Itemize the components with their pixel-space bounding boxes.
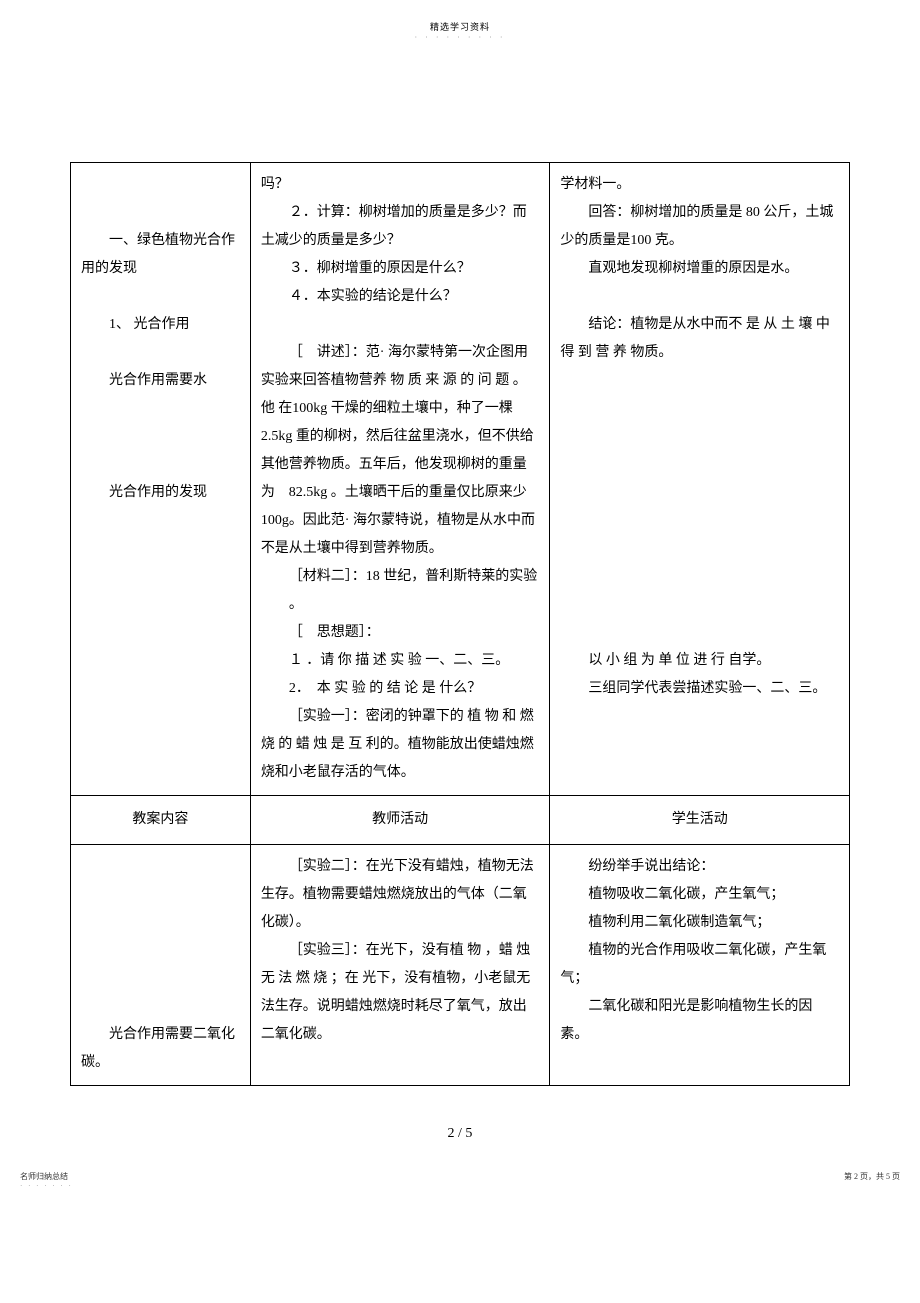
outline-item: 光合作用需要二氧化碳。 [81,1021,240,1077]
header-dots: · · · · · · · · · [0,33,920,42]
outline-item: 光合作用需要水 [81,367,240,395]
header-cell-student: 学生活动 [550,796,850,845]
text-line: 2． 本 实 验 的 结 论 是 什么？ [261,675,540,703]
text-line: 以 小 组 为 单 位 进 行 自学。 [560,647,839,675]
header-cell-outline: 教案内容 [71,796,251,845]
text-line: ［ 思想题］： [261,619,540,647]
text-line: １ ．请 你 描 述 实 验 一、二、三。 [261,647,540,675]
page-number: 2 / 5 [0,1126,920,1142]
text-line: 回答：柳树增加的质量是 80 公斤，土城少的质量是100 克。 [560,199,839,255]
text-line: 。 [261,591,540,619]
text-line: ［实验二］：在光下没有蜡烛，植物无法生存。植物需要蜡烛燃烧放出的气体（二氧化碳）… [261,853,540,937]
cell-student-activity: 学材料一。 回答：柳树增加的质量是 80 公斤，土城少的质量是100 克。 直观… [550,163,850,796]
text-line: 直观地发现柳树增重的原因是水。 [560,255,839,283]
table-row: 一、绿色植物光合作用的发现 1、 光合作用 光合作用需要水 光合作用的发现 吗？… [71,163,850,796]
cell-student-activity: 纷纷举手说出结论： 植物吸收二氧化碳，产生氧气； 植物利用二氧化碳制造氧气； 植… [550,845,850,1086]
text-line: 植物利用二氧化碳制造氧气； [560,909,839,937]
cell-outline: 一、绿色植物光合作用的发现 1、 光合作用 光合作用需要水 光合作用的发现 [71,163,251,796]
text-line: ３．柳树增重的原因是什么？ [261,255,540,283]
cell-outline: 光合作用需要二氧化碳。 [71,845,251,1086]
text-line: 二氧化碳和阳光是影响植物生长的因素。 [560,993,839,1049]
text-line: 三组同学代表尝描述实验一、二、三。 [560,675,839,703]
footer-left-text: 名师归纳总结 [20,1171,68,1182]
text-line: ［材料二］：18 世纪，普利斯特莱的实验 [261,563,540,591]
table-row: 光合作用需要二氧化碳。 ［实验二］：在光下没有蜡烛，植物无法生存。植物需要蜡烛燃… [71,845,850,1086]
text-line: ［实验三］：在光下，没有植 物 ，蜡 烛 无 法 燃 烧 ；在 光下，没有植物，… [261,937,540,1049]
text-line: 学材料一。 [560,171,839,199]
outline-item: 一、绿色植物光合作用的发现 [81,227,240,283]
text-line: ２．计算：柳树增加的质量是多少？而土减少的质量是多少？ [261,199,540,255]
table-header-row: 教案内容 教师活动 学生活动 [71,796,850,845]
text-line: 植物吸收二氧化碳，产生氧气； [560,881,839,909]
header-title: 精选学习资料 [0,0,920,33]
lesson-table: 一、绿色植物光合作用的发现 1、 光合作用 光合作用需要水 光合作用的发现 吗？… [70,162,850,1086]
text-line: 植物的光合作用吸收二氧化碳，产生氧气； [560,937,839,993]
cell-teacher-activity: 吗？ ２．计算：柳树增加的质量是多少？而土减少的质量是多少？ ３．柳树增重的原因… [250,163,550,796]
text-line: 纷纷举手说出结论： [560,853,839,881]
text-line: ［实验一］：密闭的钟罩下的 植 物 和 燃 烧 的 蜡 烛 是 互 利的。植物能… [261,703,540,787]
text-line: ４．本实验的结论是什么？ [261,283,540,311]
outline-item: 1、 光合作用 [81,311,240,339]
text-line: 结论：植物是从水中而不 是 从 土 壤 中 得 到 营 养 物质。 [560,311,839,367]
footer-right-text: 第 2 页，共 5 页 [844,1171,900,1182]
cell-teacher-activity: ［实验二］：在光下没有蜡烛，植物无法生存。植物需要蜡烛燃烧放出的气体（二氧化碳）… [250,845,550,1086]
footer-left-dots: · · · · · · · [20,1182,73,1190]
header-cell-teacher: 教师活动 [250,796,550,845]
text-line: ［ 讲述］：范· 海尔蒙特第一次企图用实验来回答植物营养 物 质 来 源 的 问… [261,339,540,563]
outline-item: 光合作用的发现 [81,479,240,507]
text-line: 吗？ [261,171,540,199]
